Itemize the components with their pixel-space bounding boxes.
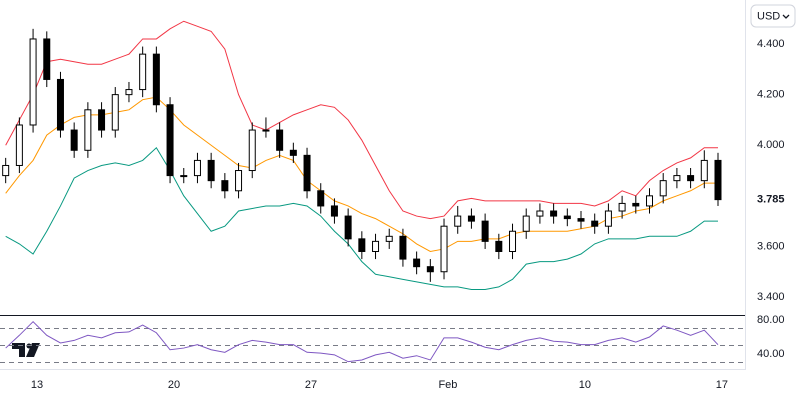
x-tick-label: 10 xyxy=(579,379,591,391)
candle-body xyxy=(166,104,174,177)
candle-body xyxy=(111,94,119,131)
candle-body xyxy=(659,180,667,197)
x-tick-label: 20 xyxy=(168,379,180,391)
band-line xyxy=(5,20,718,220)
candle-body xyxy=(591,220,599,227)
candle-body xyxy=(399,235,407,260)
candle-body xyxy=(180,175,188,178)
band-line xyxy=(5,146,718,290)
candle-body xyxy=(2,164,10,177)
candle-body xyxy=(276,129,284,151)
candle-body xyxy=(344,215,352,240)
candle-body xyxy=(509,230,517,252)
candle-body xyxy=(618,202,626,212)
candle-body xyxy=(426,266,434,273)
candle-body xyxy=(70,129,78,151)
candle-body xyxy=(413,258,421,268)
candle-body xyxy=(152,53,160,106)
x-tick-label: 17 xyxy=(716,379,728,391)
candle-body xyxy=(550,210,558,217)
candle-body xyxy=(632,202,640,207)
candle-body xyxy=(303,154,311,192)
logo-part xyxy=(12,343,25,357)
candle-body xyxy=(385,235,393,242)
candle-body xyxy=(646,195,654,207)
candle-body xyxy=(467,215,475,222)
candle-body xyxy=(84,109,92,151)
candle-body xyxy=(98,109,106,131)
candle-body xyxy=(673,175,681,182)
candle-body xyxy=(330,205,338,217)
y2-tick-label: 80.00 xyxy=(757,314,785,326)
candle-body xyxy=(43,38,51,80)
candle-body xyxy=(577,218,585,222)
candle-body xyxy=(29,38,37,126)
candle-body xyxy=(139,53,147,91)
band-line xyxy=(5,96,718,253)
chevron[interactable] xyxy=(782,14,790,19)
candle-body xyxy=(235,170,243,192)
candle-body xyxy=(481,220,489,242)
candle-body xyxy=(536,210,544,217)
candle-body xyxy=(207,159,215,182)
candle-body xyxy=(317,190,325,207)
candle-body xyxy=(125,89,133,96)
currency-button-frame[interactable] xyxy=(750,4,796,28)
candle-body xyxy=(563,215,571,220)
candle-body xyxy=(56,78,64,131)
candle-body xyxy=(495,240,503,252)
candle-body xyxy=(221,180,229,192)
y-tick-label: 4.000 xyxy=(757,139,785,151)
y-tick-label: 4.400 xyxy=(757,38,785,50)
currency-button[interactable]: USD xyxy=(750,4,796,28)
candle-body xyxy=(289,149,297,156)
candle-body xyxy=(522,215,530,232)
candle-body xyxy=(440,225,448,273)
candle-body xyxy=(193,159,201,177)
logo-part xyxy=(26,343,40,357)
x-tick-label: 13 xyxy=(31,379,43,391)
candle-body xyxy=(358,238,366,252)
candle-body xyxy=(15,124,23,166)
y-tick-label: 3.400 xyxy=(757,291,785,303)
y2-tick-label: 40.00 xyxy=(757,348,785,360)
tv-logo xyxy=(12,343,40,357)
rsi-line xyxy=(5,320,719,363)
candle-body xyxy=(687,175,695,182)
candle-body xyxy=(248,129,256,172)
candle-body xyxy=(714,159,722,201)
y-tick-label: 4.200 xyxy=(757,89,785,101)
candle-body xyxy=(372,240,380,252)
x-tick-label: Feb xyxy=(438,379,457,391)
candle-body xyxy=(454,215,462,227)
candle-body xyxy=(262,129,270,132)
last-price-label: 3.785 xyxy=(757,194,785,206)
y-tick-label: 3.600 xyxy=(757,240,785,252)
x-tick-label: 27 xyxy=(305,379,317,391)
currency-label[interactable]: USD xyxy=(757,10,780,22)
candle-body xyxy=(604,210,612,227)
candle-body xyxy=(700,159,708,182)
